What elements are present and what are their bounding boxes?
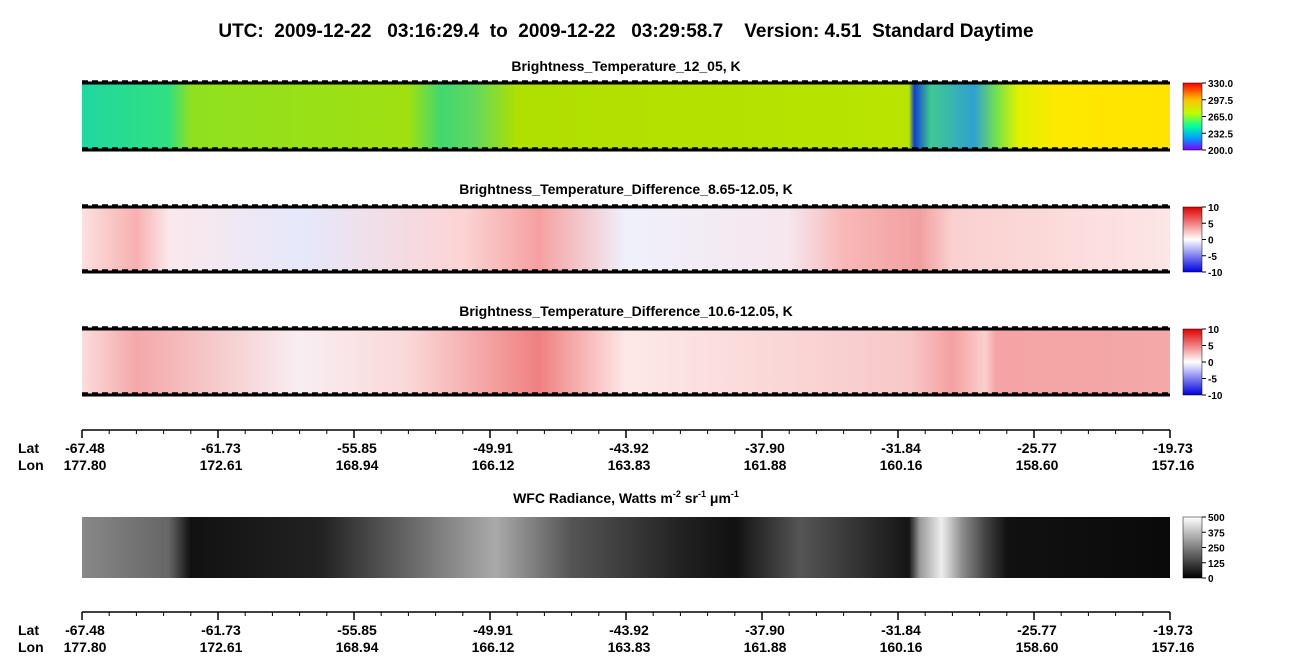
- image-strip: [82, 329, 1170, 395]
- superscript: -1: [731, 489, 739, 499]
- panel-title: Brightness_Temperature_Difference_10.6-1…: [459, 303, 793, 319]
- colorbar-label: 10: [1208, 203, 1220, 214]
- panel-title: Brightness_Temperature_12_05, K: [511, 58, 740, 74]
- lat-value: -61.73: [201, 440, 241, 456]
- lat-value: -67.48: [65, 440, 105, 456]
- lat-value: -67.48: [65, 622, 105, 638]
- lat-value: -31.84: [881, 622, 921, 638]
- lon-value: 158.60: [1016, 457, 1059, 473]
- colorbar-label: 125: [1208, 559, 1225, 570]
- lon-value: 161.88: [744, 639, 787, 655]
- lat-label: Lat: [18, 440, 39, 456]
- lon-value: 161.88: [744, 457, 787, 473]
- lon-value: 172.61: [200, 639, 243, 655]
- lon-value: 177.80: [64, 457, 107, 473]
- lat-value: -43.92: [609, 440, 649, 456]
- colorbar-label: -5: [1208, 375, 1217, 386]
- title-part: μm: [706, 490, 731, 506]
- title-part: WFC Radiance, Watts m: [513, 490, 673, 506]
- colorbar-label: -10: [1208, 268, 1223, 279]
- lat-value: -25.77: [1017, 440, 1057, 456]
- colorbar-label: -5: [1208, 252, 1217, 263]
- colorbar-label: 265.0: [1208, 113, 1233, 124]
- lon-value: 158.60: [1016, 639, 1059, 655]
- colorbar-label: 10: [1208, 325, 1220, 336]
- colorbar-label: 0: [1208, 236, 1214, 247]
- lon-value: 177.80: [64, 639, 107, 655]
- panel-title: Brightness_Temperature_Difference_8.65-1…: [459, 181, 793, 197]
- lat-value: -49.91: [473, 440, 513, 456]
- superscript: -2: [673, 489, 681, 499]
- lon-label: Lon: [18, 457, 44, 473]
- lat-value: -37.90: [745, 622, 785, 638]
- colorbar-label: 330.0: [1208, 79, 1233, 90]
- colorbar: [1182, 82, 1203, 151]
- lon-value: 160.16: [880, 639, 923, 655]
- superscript: -1: [698, 489, 706, 499]
- lat-value: -55.85: [337, 622, 377, 638]
- colorbar-label: 0: [1208, 358, 1214, 369]
- lon-value: 163.83: [608, 457, 651, 473]
- panel-title: WFC Radiance, Watts m-2 sr-1 μm-1: [513, 489, 739, 506]
- lon-label: Lon: [18, 639, 44, 655]
- lat-label: Lat: [18, 622, 39, 638]
- colorbar-label: 5: [1208, 342, 1214, 353]
- colorbar: [1182, 516, 1203, 579]
- lat-value: -37.90: [745, 440, 785, 456]
- lat-value: -31.84: [881, 440, 921, 456]
- lat-value: -19.73: [1153, 440, 1193, 456]
- title-part: sr: [681, 490, 699, 506]
- lon-value: 160.16: [880, 457, 923, 473]
- page-title: UTC: 2009-12-22 03:16:29.4 to 2009-12-22…: [218, 21, 1033, 42]
- colorbar-label: 250: [1208, 544, 1225, 555]
- colorbar-label: 5: [1208, 219, 1214, 230]
- lat-value: -25.77: [1017, 622, 1057, 638]
- image-strip: [82, 207, 1170, 272]
- lat-value: -55.85: [337, 440, 377, 456]
- colorbar-label: -10: [1208, 391, 1223, 402]
- lat-value: -43.92: [609, 622, 649, 638]
- lat-value: -49.91: [473, 622, 513, 638]
- lon-value: 172.61: [200, 457, 243, 473]
- lat-value: -19.73: [1153, 622, 1193, 638]
- image-strip: [82, 83, 1170, 150]
- lat-value: -61.73: [201, 622, 241, 638]
- colorbar-label: 232.5: [1208, 129, 1233, 140]
- colorbar: [1182, 328, 1203, 396]
- colorbar: [1182, 206, 1203, 273]
- colorbar-label: 0: [1208, 574, 1214, 585]
- lon-value: 166.12: [472, 457, 515, 473]
- colorbar-label: 375: [1208, 528, 1225, 539]
- lon-value: 157.16: [1152, 457, 1195, 473]
- lon-value: 163.83: [608, 639, 651, 655]
- lon-value: 157.16: [1152, 639, 1195, 655]
- lon-value: 168.94: [336, 639, 379, 655]
- colorbar-label: 297.5: [1208, 96, 1233, 107]
- lon-value: 168.94: [336, 457, 379, 473]
- image-strip: [82, 517, 1170, 578]
- colorbar-label: 500: [1208, 513, 1225, 524]
- colorbar-label: 200.0: [1208, 146, 1233, 157]
- lon-value: 166.12: [472, 639, 515, 655]
